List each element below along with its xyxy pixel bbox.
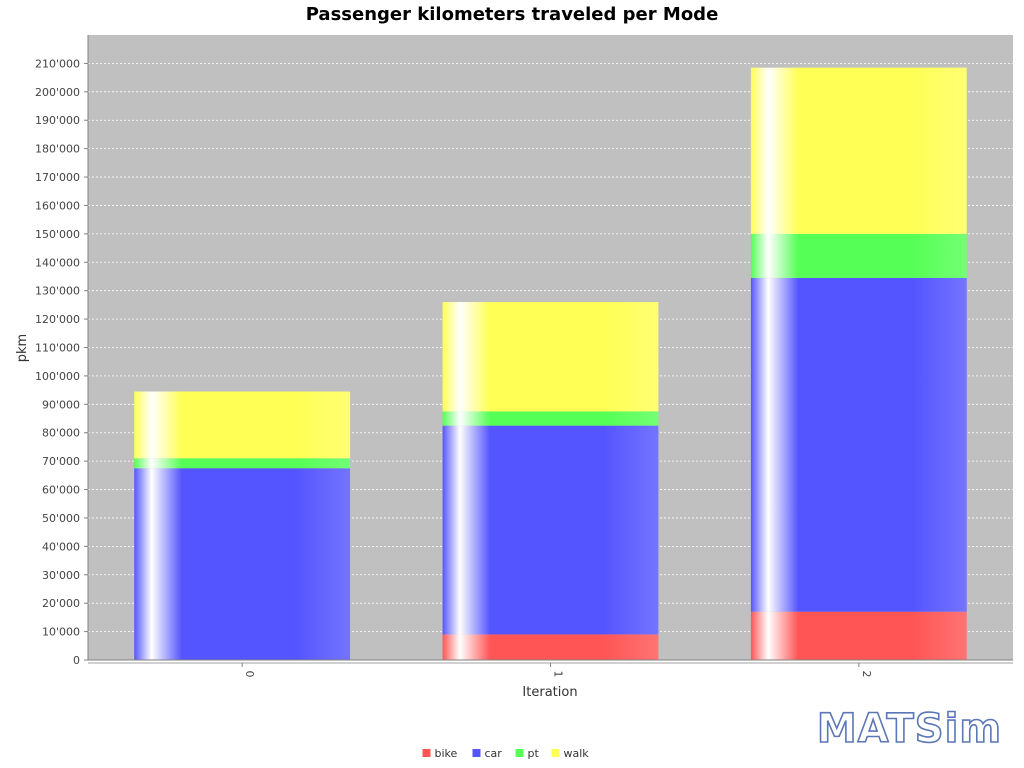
bar-car-0 [134,468,351,660]
bar-walk-0 [134,391,351,459]
y-tick-label: 40'000 [42,540,80,553]
x-tick-label: 0 [243,671,256,678]
y-tick-label: 120'000 [35,313,80,326]
y-tick-label: 30'000 [42,569,80,582]
y-tick-label: 140'000 [35,256,80,269]
bar-walk-2 [750,67,967,234]
y-tick-label: 10'000 [42,626,80,639]
legend-label: pt [528,747,540,760]
legend: bike car pt walk [422,747,590,760]
legend-item-walk: walk [551,747,590,760]
y-tick-label: 100'000 [35,370,80,383]
chart-title: Passenger kilometers traveled per Mode [306,4,719,25]
legend-label: bike [435,747,458,760]
y-tick-label: 70'000 [42,455,80,468]
bar-car-2 [750,277,967,612]
y-tick-label: 50'000 [42,512,80,525]
y-axis-ticks: 0 10'000 20'000 30'000 40'000 50'000 60'000 70'… [35,57,88,667]
bars [134,67,967,660]
bar-bike-1 [442,634,659,660]
legend-swatch [515,749,524,757]
y-tick-label: 20'000 [42,597,80,610]
bar-walk-1 [442,302,659,412]
y-tick-label: 200'000 [35,86,80,99]
bar-pt-1 [442,411,659,426]
legend-swatch [472,749,481,757]
bar-pt-2 [750,233,967,278]
legend-swatch [551,749,560,757]
y-tick-label: 60'000 [42,484,80,497]
legend-swatch [422,749,431,757]
legend-item-car: car [472,747,503,760]
legend-item-pt: pt [515,747,540,760]
matsim-logo: MATSim [816,705,1002,753]
legend-label: walk [564,747,590,760]
y-tick-label: 0 [73,654,80,667]
bar-pt-0 [134,458,351,469]
bar-bike-2 [750,611,967,660]
x-tick-label: 2 [860,671,873,678]
y-tick-label: 160'000 [35,199,80,212]
y-tick-label: 210'000 [35,57,80,70]
matsim-logo-text: MATSim [817,706,1002,752]
x-axis-label: Iteration [522,685,577,700]
y-tick-label: 150'000 [35,228,80,241]
y-axis-label: pkm [15,334,30,362]
y-tick-label: 190'000 [35,114,80,127]
legend-item-bike: bike [422,747,458,760]
x-tick-label: 1 [552,671,565,678]
y-tick-label: 130'000 [35,285,80,298]
y-tick-label: 90'000 [42,398,80,411]
y-tick-label: 180'000 [35,143,80,156]
y-tick-label: 170'000 [35,171,80,184]
y-tick-label: 110'000 [35,342,80,355]
x-axis-ticks: 0 1 2 [241,663,873,678]
legend-label: car [485,747,503,760]
bar-car-1 [442,425,659,635]
y-tick-label: 80'000 [42,427,80,440]
